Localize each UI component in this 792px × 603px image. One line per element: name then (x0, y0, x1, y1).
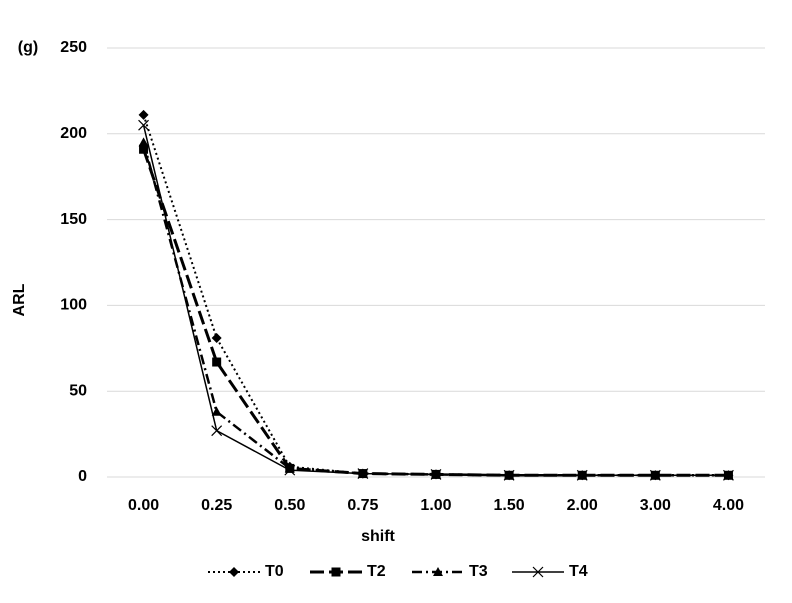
legend-marker (433, 567, 443, 576)
series-line (142, 125, 729, 477)
y-tick-label: 150 (60, 211, 87, 228)
marker (430, 469, 442, 480)
x-tick-label: 1.50 (494, 497, 525, 514)
x-tick-label: 4.00 (713, 497, 744, 514)
marker (211, 425, 223, 437)
y-tick-label: 0 (78, 468, 87, 485)
marker (576, 469, 588, 481)
marker (138, 119, 149, 131)
marker (357, 468, 369, 479)
marker (212, 357, 222, 367)
y-tick-label: 50 (69, 382, 87, 399)
y-tick-label: 250 (60, 39, 87, 56)
legend-marker (331, 567, 341, 577)
marker (284, 464, 296, 476)
y-axis-label: ARL (11, 283, 28, 316)
x-tick-label: 0.75 (347, 497, 378, 514)
y-tick-label: 100 (60, 297, 87, 314)
panel-label: (g) (18, 39, 38, 56)
marker (138, 137, 149, 147)
x-tick-label: 0.50 (274, 497, 305, 514)
x-tick-label: 0.00 (128, 497, 159, 514)
marker (211, 333, 222, 344)
legend-label: T4 (569, 563, 588, 580)
series-line (142, 114, 729, 477)
x-axis-label: shift (361, 528, 395, 545)
marker (503, 469, 515, 481)
legend-label: T0 (265, 563, 284, 580)
marker (723, 469, 734, 481)
legend-marker (532, 566, 544, 578)
series-line (142, 142, 729, 477)
marker (649, 469, 661, 481)
marker (138, 109, 149, 120)
legend-label: T2 (367, 563, 386, 580)
marker (211, 406, 222, 416)
x-tick-label: 0.25 (201, 497, 232, 514)
series-line (142, 148, 729, 477)
x-tick-label: 1.00 (420, 497, 451, 514)
x-tick-label: 2.00 (567, 497, 598, 514)
legend-label: T3 (469, 563, 488, 580)
legend-marker (229, 567, 239, 577)
y-tick-label: 200 (60, 125, 87, 142)
x-tick-label: 3.00 (640, 497, 671, 514)
marker (139, 144, 149, 154)
